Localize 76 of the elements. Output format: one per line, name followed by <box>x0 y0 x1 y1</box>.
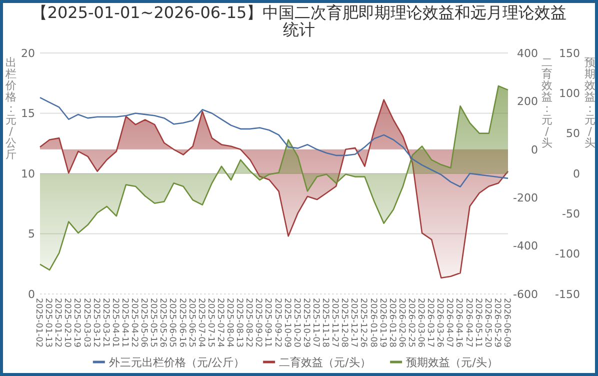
x-tick-label: 2025-01-02 <box>34 298 44 348</box>
x-tick-label: 2025-05-15 <box>148 298 158 348</box>
x-tick-label: 2026-02-06 <box>396 298 406 348</box>
x-tick-label: 2026-03-26 <box>434 298 445 348</box>
y2-tick-label: -400 <box>513 240 538 253</box>
y2-axis-title: 二育效益：元/头 <box>542 56 552 150</box>
legend-label: 二育效益（元/头） <box>279 356 371 369</box>
x-tick-label: 2026-03-06 <box>416 298 426 348</box>
x-tick-label: 2025-06-05 <box>167 298 178 348</box>
x-tick-label: 2025-06-16 <box>176 298 187 348</box>
y2-tick-label: 200 <box>517 95 538 108</box>
x-tick-label: 2025-09-02 <box>253 298 264 348</box>
x-tick-label: 2026-06-09 <box>502 298 512 348</box>
text: 出栏价格：元/公斤 <box>6 56 16 161</box>
x-tick-label: 2026-01-28 <box>386 298 397 348</box>
x-tick-label: 2025-04-22 <box>129 298 140 348</box>
x-tick-label: 2025-08-13 <box>234 298 244 348</box>
x-tick-label: 2026-05-20 <box>482 298 492 348</box>
x-tick-label: 2025-11-18 <box>320 298 330 348</box>
y-tick-label: 5 <box>28 228 35 241</box>
x-tick-label: 2025-07-15 <box>205 298 216 348</box>
y3-tick-label: 0 <box>573 167 580 180</box>
line-series <box>39 96 509 188</box>
x-tick-label: 2025-03-03 <box>81 298 92 348</box>
legend-label: 预期效益（元/头） <box>406 356 498 369</box>
x-tick-label: 2026-04-27 <box>463 298 474 348</box>
y3-axis-title: 预期效益：元/头 <box>584 56 596 150</box>
y-tick-label: 10 <box>21 167 35 180</box>
x-tick-label: 2025-02-10 <box>62 298 72 348</box>
x-tick-label: 2025-12-17 <box>348 298 359 348</box>
x-tick-label: 2026-01-19 <box>377 298 388 348</box>
y2-tick-label: 400 <box>517 46 538 60</box>
x-tick-label: 2026-03-17 <box>425 298 436 348</box>
x-tick-label: 2026-02-25 <box>406 298 416 348</box>
x-tick-label: 2025-10-20 <box>291 298 302 348</box>
x-tick-label: 2025-06-25 <box>186 298 196 348</box>
x-tick-label: 2025-03-21 <box>100 298 110 348</box>
x-tick-label: 2025-01-22 <box>52 298 63 348</box>
x-tick-label: 2025-11-27 <box>330 298 340 348</box>
x-tick-label: 2025-10-29 <box>300 298 311 348</box>
x-tick-label: 2026-04-16 <box>454 298 464 348</box>
x-tick-label: 2025-05-06 <box>138 298 149 348</box>
x-tick-label: 2025-10-09 <box>282 298 292 348</box>
x-tick-label: 2025-07-04 <box>196 298 206 348</box>
y3-tick-label: 50 <box>566 127 580 140</box>
y3-tick-label: 150 <box>559 46 580 60</box>
y3-tick-label: -50 <box>562 208 580 221</box>
x-tick-label: 2025-09-22 <box>272 298 282 348</box>
y2-tick-label: 0 <box>531 143 538 156</box>
y2-tick-label: -600 <box>513 288 538 301</box>
y3-tick-label: -150 <box>555 288 580 301</box>
x-tick-label: 2025-12-08 <box>339 298 350 348</box>
x-tick-label: 2025-04-11 <box>119 298 130 348</box>
x-tick-label: 2025-03-12 <box>90 298 101 348</box>
y2-tick-label: -200 <box>513 191 538 204</box>
x-tick-label: 2025-01-13 <box>43 298 54 348</box>
x-tick-label: 2025-11-07 <box>310 298 320 348</box>
y-tick-label: 20 <box>21 46 35 60</box>
x-tick-label: 2026-01-08 <box>368 298 378 348</box>
x-tick-label: 2025-04-01 <box>110 298 120 348</box>
y3-tick-label: 100 <box>559 87 580 100</box>
y3-tick-label: -100 <box>555 248 580 261</box>
y-tick-label: 15 <box>21 107 35 120</box>
x-tick-label: 2026-04-07 <box>444 298 454 348</box>
y-tick-label: 0 <box>28 288 35 301</box>
x-tick-label: 2025-05-26 <box>158 298 168 348</box>
chart-title: 【2025-01-01~2026-06-15】中国二次育肥即期理论效益和远月理论效益统计 <box>30 3 568 39</box>
x-tick-label: 2025-09-11 <box>262 298 273 348</box>
x-tick-label: 2025-02-19 <box>72 298 82 348</box>
x-tick-label: 2025-08-22 <box>244 298 254 348</box>
x-tick-label: 2025-08-04 <box>224 298 235 348</box>
x-tick-label: 2025-07-24 <box>214 298 225 348</box>
x-tick-label: 2026-05-11 <box>472 298 483 348</box>
x-tick-label: 2025-12-26 <box>358 298 368 348</box>
x-tick-label: 2026-05-29 <box>492 298 502 348</box>
legend-label: 外三元出栏价格（元/公斤） <box>108 356 245 369</box>
